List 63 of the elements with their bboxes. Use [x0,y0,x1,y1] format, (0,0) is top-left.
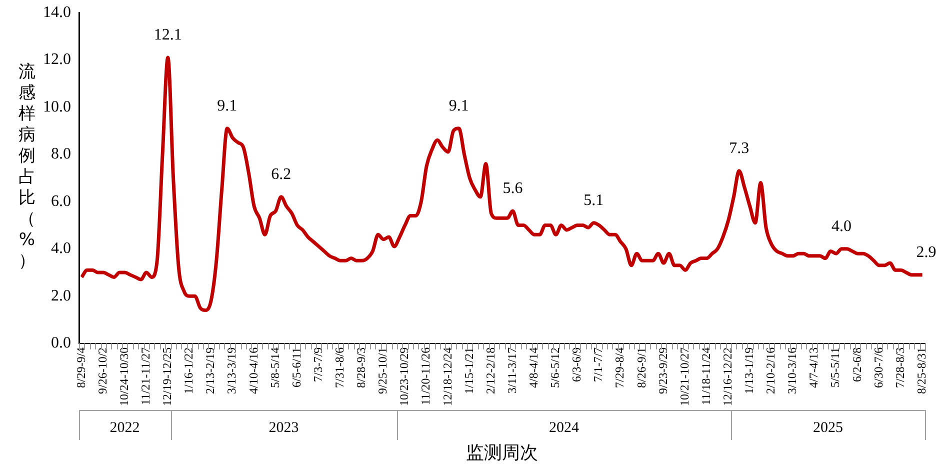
data-label: 7.3 [729,140,750,158]
data-label: 2.9 [916,244,936,262]
x-tick-label: 7/28-8/3 [892,347,907,388]
text: 2024 [548,420,580,436]
data-label: 6.2 [271,166,292,184]
y-tick-label: 8.0 [51,146,71,163]
x-tick-label: 2/10-2/16 [764,347,778,394]
x-tick-label: 10/21-10/27 [677,347,692,406]
data-label: 9.1 [217,98,238,115]
x-tick-label: 3/10-3/16 [785,347,800,394]
x-tick-label: 5/8-5/14 [268,347,282,388]
x-tick-label: 4/8-4/14 [526,347,540,388]
x-tick-label: 4/7-4/13 [806,347,821,388]
x-tick-label: 11/21-11/27 [138,347,153,406]
data-label: 9.1 [448,98,469,115]
x-tick-label: 1/16-1/22 [182,347,196,394]
y-tick-label: 2.0 [51,287,71,304]
x-tick-label: 12/16-12/22 [720,347,734,406]
x-tick-label: 7/29-8/4 [612,347,627,388]
x-tick-label: 5/5-5/11 [828,347,842,388]
x-tick-label: 10/23-10/29 [397,347,412,406]
x-tick-label: 6/2-6/8 [850,347,864,382]
x-tick-label: 2/13-2/19 [203,347,218,394]
text: 流感样病例占比（%） [18,62,36,271]
x-tick-label: 4/10-4/16 [246,347,260,394]
text: 2025 [813,420,844,436]
x-tick-label: 12/18-12/24 [440,347,454,406]
x-tick-label: 8/26-9/1 [634,347,648,388]
x-tick-label: 6/5-6/11 [289,347,304,388]
x-tick-label: 7/1-7/7 [591,347,606,382]
y-tick-label: 4.0 [51,240,71,258]
text: 2023 [268,420,299,436]
x-axis-title: 监测周次 [466,442,538,463]
data-label: 5.1 [584,192,604,210]
x-tick-label: 6/30-7/6 [871,347,886,388]
x-tick-label: 8/28-9/3 [354,347,368,388]
x-tick-label: 11/18-11/24 [698,347,713,406]
y-tick-label: 10.0 [43,98,71,116]
x-tick-label: 9/25-10/1 [376,347,390,394]
x-tick-label: 12/19-12/25 [160,347,174,406]
x-tick-label: 9/23-9/29 [656,347,670,394]
data-label: 4.0 [831,218,852,236]
x-tick-label: 2/12-2/18 [483,347,498,394]
x-tick-label: 5/6-5/12 [548,347,562,388]
x-tick-label: 1/15-1/21 [462,347,476,394]
y-tick-label: 12.0 [43,51,71,68]
x-tick-label: 10/24-10/30 [116,347,131,406]
x-tick-label: 3/13-3/19 [224,347,239,394]
x-tick-label: 1/13-1/19 [742,347,756,394]
text: 2022 [110,420,140,436]
x-tick-label: 9/26-10/2 [95,347,110,394]
x-tick-label: 6/3-6/9 [570,347,584,382]
data-label: 5.6 [502,180,523,198]
data-label: 12.1 [154,26,182,44]
x-tick-label: 7/31-8/6 [332,347,346,388]
y-tick-label: 6.0 [51,192,71,210]
x-tick-label: 8/25-8/31 [914,347,928,394]
x-tick-label: 3/11-3/17 [504,347,519,394]
y-tick-label: 0.0 [51,334,71,352]
x-tick-label: 11/20-11/26 [418,347,433,406]
x-tick-label: 7/3-7/9 [310,347,325,382]
y-tick-label: 14.0 [43,4,71,21]
x-tick-label: 8/29-9/4 [74,347,88,388]
